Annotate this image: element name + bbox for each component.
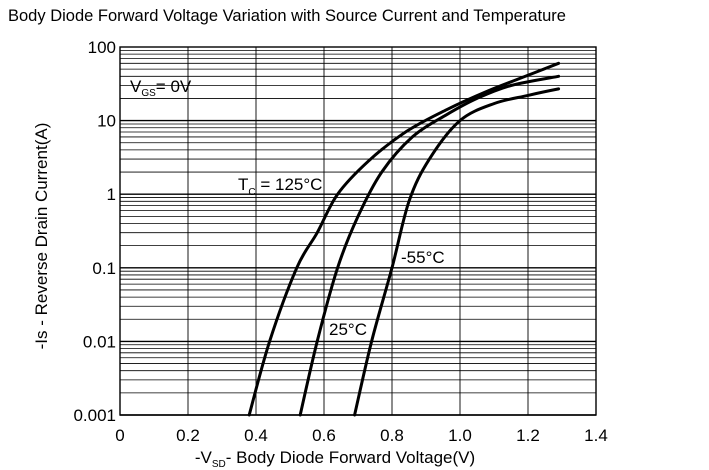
curve-layer [247, 61, 561, 417]
y-tick-label: 0.01 [83, 332, 116, 351]
y-tick-label: 0.1 [92, 259, 116, 278]
x-axis-title-prefix: -V [195, 448, 213, 467]
series-line [298, 74, 561, 417]
x-axis-title-sub: SD [212, 459, 226, 470]
x-tick-label: 1.4 [584, 426, 608, 445]
vgs-annotation: VGS= 0V [130, 77, 192, 99]
x-tick-label: 0.4 [244, 426, 268, 445]
y-tick-label: 100 [88, 38, 116, 57]
tc-suffix: = 125°C [256, 175, 323, 194]
x-tick-label: 0.8 [380, 426, 404, 445]
x-axis-title: -VSD- Body Diode Forward Voltage(V) [195, 448, 475, 470]
y-tick-label: 0.001 [73, 406, 116, 425]
tc-sub: C [248, 187, 255, 198]
x-tick-label: 0.6 [312, 426, 336, 445]
vgs-prefix: V [130, 77, 142, 96]
plot-frame [119, 46, 597, 416]
x-tick-label: 0.2 [176, 426, 200, 445]
vgs-sub: GS [141, 88, 156, 99]
tc-prefix: T [238, 175, 248, 194]
y-axis-title: -Is - Reverse Drain Current(A) [32, 123, 51, 350]
tc-125-label: TC = 125°C [238, 175, 322, 198]
x-tick-label: 0 [115, 426, 124, 445]
series-line [247, 61, 561, 417]
tm55-label: -55°C [401, 248, 445, 267]
x-tick-label: 1.2 [516, 426, 540, 445]
chart-title: Body Diode Forward Voltage Variation wit… [8, 7, 566, 25]
y-tick-label: 1 [107, 185, 116, 204]
series-line [353, 87, 561, 417]
y-tick-label: 10 [97, 112, 116, 131]
x-tick-label: 1.0 [448, 426, 472, 445]
t25-label: 25°C [329, 320, 367, 339]
x-axis-title-suffix: - Body Diode Forward Voltage(V) [226, 448, 475, 467]
grid-layer [120, 47, 596, 416]
vgs-suffix: = 0V [156, 77, 192, 96]
tick-layer: 0 0.2 0.4 0.6 0.8 1.0 1.2 1.4 0.001 0.01 0.1 1 10 100 [73, 38, 607, 445]
